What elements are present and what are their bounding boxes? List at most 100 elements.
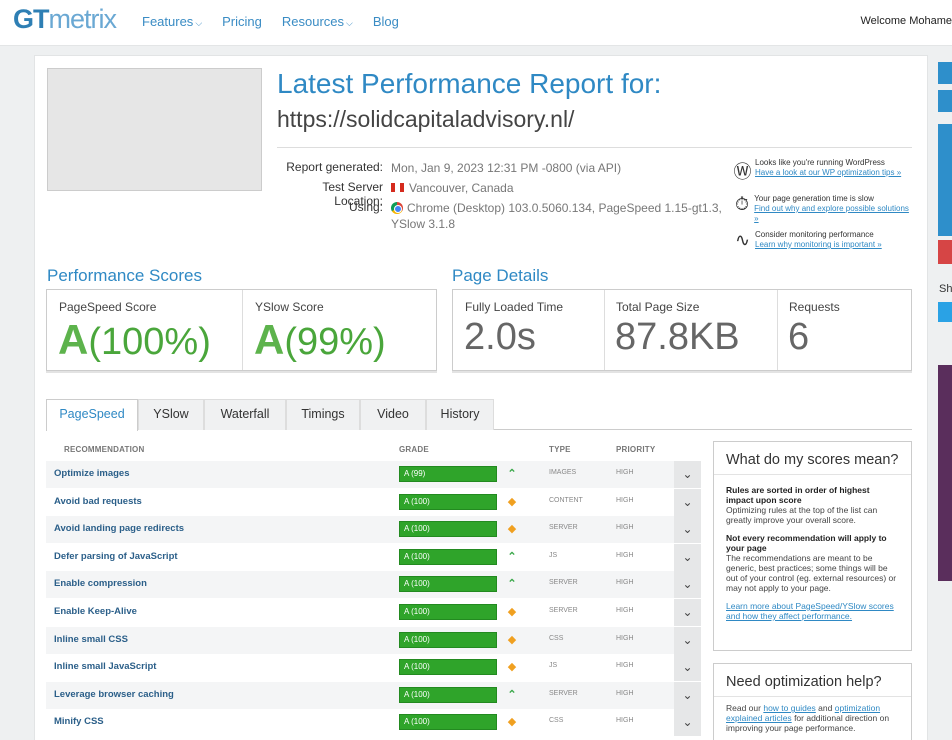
meta-generated: Report generated: Mon, Jan 9, 2023 12:31… <box>286 160 622 175</box>
recommendation-type: JS <box>549 662 558 669</box>
table-row[interactable]: Enable Keep-Alive A (100) ◆ SERVER HIGH ⌄ <box>46 599 701 626</box>
sidebar-tools[interactable] <box>938 124 952 236</box>
pdf-icon[interactable] <box>938 240 952 264</box>
table-row[interactable]: Inline small JavaScript A (100) ◆ JS HIGH ⌄ <box>46 654 701 681</box>
report-tabs: PageSpeed YSlow Waterfall Timings Video … <box>46 399 912 431</box>
how-to-guides-link[interactable]: how to guides <box>763 703 816 713</box>
recommendation-priority: HIGH <box>616 662 634 669</box>
recommendation-priority: HIGH <box>616 524 634 531</box>
table-row[interactable]: Leverage browser caching A (100) ⌃ SERVER HI… <box>46 682 701 709</box>
column-header-recommendation: RECOMMENDATION <box>64 445 145 454</box>
chevron-down-icon[interactable]: ⌄ <box>674 654 701 681</box>
yslow-grade: A <box>254 316 285 363</box>
optimization-articles-link[interactable]: optimization explained articles <box>726 703 881 723</box>
recommendation-type: IMAGES <box>549 469 577 476</box>
grade-bar: A (100) <box>399 687 497 703</box>
chevron-down-icon[interactable]: ⌄ <box>674 682 701 709</box>
tip-generation-link[interactable]: Find out why and explore possible soluti… <box>754 204 909 223</box>
sidebar-ad[interactable] <box>938 365 952 581</box>
divider <box>777 290 778 370</box>
share-label: Sh <box>939 283 952 295</box>
nav-blog[interactable]: Blog <box>372 14 399 29</box>
tab-timings[interactable]: Timings <box>286 399 360 430</box>
recommendation-name[interactable]: Enable Keep-Alive <box>54 606 137 617</box>
report-url[interactable]: https://solidcapitaladvisory.nl/ <box>277 106 575 132</box>
grade-bar: A (100) <box>399 576 497 592</box>
chevron-down-icon[interactable]: ⌄ <box>674 627 701 654</box>
chevron-down-icon[interactable]: ⌄ <box>674 516 701 543</box>
pagespeed-percent: (100%) <box>88 321 211 363</box>
chevron-down-icon[interactable]: ⌄ <box>674 709 701 736</box>
requests-count: Requests 6 <box>788 300 840 358</box>
compare-icon[interactable] <box>938 90 952 112</box>
grade-bar: A (100) <box>399 714 497 730</box>
optimization-help-panel: Need optimization help? Read our how to … <box>713 663 912 740</box>
nav-pricing[interactable]: Pricing <box>222 14 262 29</box>
column-header-priority: PRIORITY <box>616 445 656 454</box>
arrow-up-icon: ⌃ <box>507 551 517 563</box>
recommendation-name[interactable]: Avoid landing page redirects <box>54 523 185 534</box>
yslow-percent: (99%) <box>284 321 386 363</box>
top-navigation-bar: GTmetrix Features ⌵ Pricing Resources ⌵ Bl… <box>0 0 952 46</box>
recommendation-name[interactable]: Inline small CSS <box>54 634 128 645</box>
canada-flag-icon <box>391 183 404 192</box>
divider <box>277 147 912 148</box>
column-header-type: TYPE <box>549 445 571 454</box>
recommendation-type: SERVER <box>549 607 578 614</box>
table-row[interactable]: Avoid landing page redirects A (100) ◆ SERV… <box>46 516 701 543</box>
twitter-icon[interactable] <box>938 302 952 322</box>
tab-video[interactable]: Video <box>360 399 426 430</box>
chevron-down-icon: ⌵ <box>195 18 203 28</box>
tab-yslow[interactable]: YSlow <box>138 399 204 430</box>
diamond-icon: ◆ <box>507 661 517 673</box>
table-row[interactable]: Inline small CSS A (100) ◆ CSS HIGH ⌄ <box>46 627 701 654</box>
grade-bar: A (100) <box>399 632 497 648</box>
table-row[interactable]: Enable compression A (100) ⌃ SERVER HIGH ⌄ <box>46 571 701 598</box>
gtmetrix-logo[interactable]: GTmetrix <box>13 4 117 34</box>
tab-waterfall[interactable]: Waterfall <box>204 399 286 430</box>
recommendation-name[interactable]: Optimize images <box>54 468 130 479</box>
page-details-heading: Page Details <box>452 266 549 285</box>
recommendation-priority: HIGH <box>616 717 634 724</box>
scores-learn-more-link[interactable]: Learn more about PageSpeed/YSlow scores … <box>726 601 894 621</box>
recommendation-type: JS <box>549 552 558 559</box>
recommendation-priority: HIGH <box>616 607 634 614</box>
recommendation-type: CSS <box>549 635 564 642</box>
diamond-icon: ◆ <box>507 606 517 618</box>
recommendation-name[interactable]: Inline small JavaScript <box>54 661 157 672</box>
chevron-down-icon[interactable]: ⌄ <box>674 571 701 598</box>
grade-bar: A (100) <box>399 521 497 537</box>
refresh-icon[interactable] <box>938 62 952 84</box>
tab-pagespeed[interactable]: PageSpeed <box>46 399 138 431</box>
recommendation-name[interactable]: Leverage browser caching <box>54 689 174 700</box>
total-page-size: Total Page Size 87.8KB <box>615 300 740 358</box>
page-details-box: Fully Loaded Time 2.0s Total Page Size 8… <box>452 289 912 371</box>
tab-history[interactable]: History <box>426 399 494 430</box>
chevron-down-icon[interactable]: ⌄ <box>674 489 701 516</box>
table-row[interactable]: Defer parsing of JavaScript A (100) ⌃ JS HIG… <box>46 544 701 571</box>
welcome-user[interactable]: Welcome Mohame <box>860 15 952 27</box>
nav-resources[interactable]: Resources ⌵ <box>281 14 353 29</box>
table-row[interactable]: Optimize images A (99) ⌃ IMAGES HIGH ⌄ <box>46 461 701 488</box>
optimization-help-title: Need optimization help? <box>714 664 911 697</box>
nav-features[interactable]: Features ⌵ <box>142 14 203 29</box>
main-nav: Features ⌵ Pricing Resources ⌵ Blog <box>142 14 399 29</box>
pagespeed-score: PageSpeed Score A(100%) <box>58 300 211 363</box>
table-row[interactable]: Avoid bad requests A (100) ◆ CONTENT HIGH ⌄ <box>46 489 701 516</box>
table-row[interactable]: Minify CSS A (100) ◆ CSS HIGH ⌄ <box>46 709 701 736</box>
report-title: Latest Performance Report for: <box>277 68 662 99</box>
tip-wordpress-link[interactable]: Have a look at our WP optimization tips … <box>755 168 902 177</box>
tip-generation-time: ⏱ Your page generation time is slow Find … <box>730 194 910 224</box>
recommendation-name[interactable]: Avoid bad requests <box>54 496 142 507</box>
chevron-down-icon[interactable]: ⌄ <box>674 461 701 488</box>
chevron-down-icon[interactable]: ⌄ <box>674 544 701 571</box>
divider <box>242 290 243 370</box>
recommendation-name[interactable]: Minify CSS <box>54 716 104 727</box>
tip-monitoring-link[interactable]: Learn why monitoring is important » <box>755 240 882 249</box>
recommendation-priority: HIGH <box>616 579 634 586</box>
recommendation-name[interactable]: Enable compression <box>54 578 147 589</box>
grade-bar: A (100) <box>399 659 497 675</box>
column-header-grade: GRADE <box>399 445 429 454</box>
recommendation-name[interactable]: Defer parsing of JavaScript <box>54 551 178 562</box>
chevron-down-icon[interactable]: ⌄ <box>674 599 701 626</box>
